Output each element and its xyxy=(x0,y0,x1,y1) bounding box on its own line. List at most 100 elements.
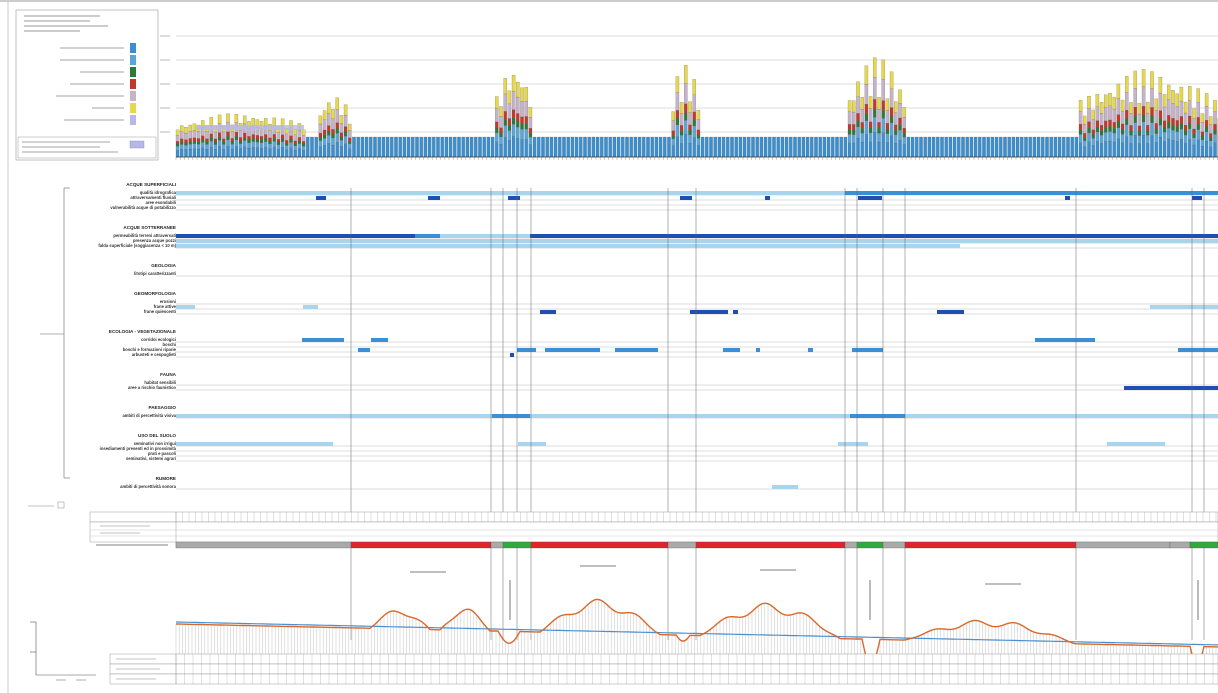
impact-bar xyxy=(688,134,692,144)
impact-bar xyxy=(684,133,688,158)
impact-bar xyxy=(1129,102,1133,114)
impact-bar xyxy=(285,143,289,146)
impact-bar xyxy=(348,137,352,142)
row-label: habitat sensibili xyxy=(144,380,176,385)
impact-segment xyxy=(680,196,692,200)
impact-segment xyxy=(415,234,440,238)
impact-bar xyxy=(894,143,898,158)
impact-bar xyxy=(1087,132,1091,142)
impact-bar xyxy=(1129,130,1133,136)
impact-bar xyxy=(196,144,201,150)
impact-bar xyxy=(205,149,209,158)
impact-bar xyxy=(495,121,499,129)
impact-bar xyxy=(587,136,591,158)
impact-bar xyxy=(583,136,587,158)
impact-bar xyxy=(343,126,348,132)
impact-bar xyxy=(646,136,650,158)
row-label: qualità idrografica xyxy=(140,190,177,195)
impact-segment xyxy=(1178,348,1218,352)
element-segment xyxy=(695,541,846,549)
impact-bar xyxy=(255,138,260,143)
impact-segment xyxy=(937,310,964,314)
impact-bar xyxy=(184,139,188,143)
impact-bar xyxy=(495,141,499,158)
impact-bar xyxy=(877,97,881,110)
impact-bar xyxy=(885,123,890,130)
impact-bar xyxy=(1158,136,1163,158)
impact-segment xyxy=(176,414,1218,418)
impact-bar xyxy=(268,137,272,142)
impact-bar xyxy=(831,136,835,158)
impact-bar xyxy=(873,99,877,110)
impact-bar xyxy=(902,132,906,138)
impact-bar xyxy=(1116,98,1121,115)
impact-bar xyxy=(877,122,881,129)
impact-bar xyxy=(1204,141,1209,158)
impact-bar xyxy=(247,142,251,149)
impact-bar xyxy=(826,136,831,158)
impact-segment xyxy=(1107,442,1165,446)
impact-bar xyxy=(1049,136,1053,158)
impact-bar xyxy=(188,144,192,150)
impact-bar xyxy=(877,141,881,158)
impact-bar xyxy=(881,100,885,111)
impact-bar xyxy=(856,96,860,114)
impact-bar xyxy=(343,114,348,127)
impact-bar xyxy=(881,59,885,80)
impact-bar xyxy=(184,149,188,158)
impact-bar xyxy=(184,144,188,150)
legend-swatch-ecologia xyxy=(130,91,136,101)
row-label: arbusteti e cespuglieti xyxy=(132,352,176,357)
impact-bar xyxy=(1167,115,1171,123)
impact-bar xyxy=(688,124,692,131)
row-label: frane quiescenti xyxy=(144,309,176,314)
impact-bar xyxy=(1125,110,1129,119)
impact-bar xyxy=(1204,93,1209,107)
impact-bar xyxy=(1112,132,1116,143)
impact-bar xyxy=(520,129,524,140)
impact-bar xyxy=(499,132,503,137)
impact-bar xyxy=(1158,77,1163,94)
impact-bar xyxy=(322,134,327,139)
legend-swatch-geomorfologia xyxy=(130,79,136,89)
impact-bar xyxy=(1083,146,1087,158)
impact-bar xyxy=(671,111,675,121)
impact-bar xyxy=(499,127,503,133)
impact-bar xyxy=(1171,130,1175,141)
impact-bar xyxy=(692,111,696,120)
impact-bar xyxy=(1120,142,1125,158)
impact-bar xyxy=(297,129,302,138)
impact-bar xyxy=(331,144,335,158)
impact-bar xyxy=(541,136,545,158)
impact-bar xyxy=(1200,113,1205,123)
impact-bar xyxy=(1200,139,1205,147)
impact-bar xyxy=(675,124,680,137)
impact-bar xyxy=(511,75,516,92)
impact-bar xyxy=(860,122,864,129)
legend-swatch-paesaggio xyxy=(130,115,136,125)
row-label: boschi xyxy=(163,342,177,347)
impact-bar xyxy=(1158,118,1163,126)
impact-bar xyxy=(1154,110,1158,124)
impact-bar xyxy=(217,132,222,137)
impact-bar xyxy=(692,119,696,127)
impact-bar xyxy=(264,138,268,142)
impact-bar xyxy=(301,141,306,145)
impact-bar xyxy=(1175,93,1179,107)
impact-bar xyxy=(822,136,827,158)
impact-bar xyxy=(755,136,759,158)
impact-bar xyxy=(528,137,533,145)
impact-bar xyxy=(1137,125,1142,132)
impact-segment xyxy=(858,196,882,200)
impact-segment xyxy=(176,191,845,195)
impact-bar xyxy=(549,136,554,158)
impact-bar xyxy=(272,138,276,142)
impact-bar xyxy=(217,136,222,141)
impact-segment xyxy=(733,310,738,314)
impact-bar xyxy=(348,141,352,144)
element-segment xyxy=(490,541,504,549)
element-segment xyxy=(502,541,532,549)
impact-bar xyxy=(1162,94,1167,108)
impact-bar xyxy=(264,134,268,139)
impact-bar xyxy=(1213,111,1217,125)
